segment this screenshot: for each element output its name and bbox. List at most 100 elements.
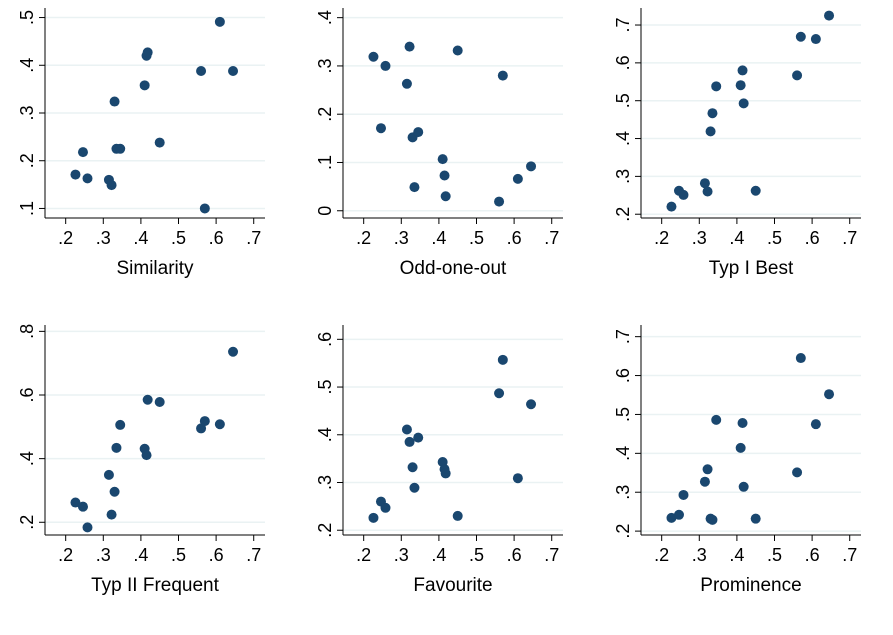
x-axis-label: Favourite	[413, 575, 492, 596]
panel: .2 .3 .4 .5 .6 .7 .2 .3 .4 .5 .6 .7 Prominence	[613, 325, 861, 596]
data-point	[673, 509, 684, 520]
data-point	[824, 389, 835, 400]
y-tick-label: .2	[315, 107, 335, 122]
x-tick-label: .6	[805, 545, 820, 565]
data-point	[82, 522, 93, 533]
data-point	[735, 80, 746, 91]
data-point	[512, 173, 523, 184]
x-tick-label: .6	[507, 228, 522, 248]
data-point	[407, 462, 418, 473]
y-tick-label: .5	[315, 380, 335, 395]
data-point	[738, 98, 749, 109]
y-tick-label: .4	[315, 427, 335, 442]
y-tick-label: .6	[613, 368, 633, 383]
x-tick-label: .2	[654, 545, 669, 565]
data-point	[707, 514, 718, 525]
data-point	[380, 502, 391, 513]
data-point	[380, 60, 391, 71]
data-point	[141, 450, 152, 461]
data-point	[824, 10, 835, 21]
data-point	[142, 394, 153, 405]
x-tick-label: .3	[394, 228, 409, 248]
y-tick-label: .2	[613, 207, 633, 222]
x-tick-label: .7	[842, 228, 857, 248]
x-tick-label: .5	[767, 545, 782, 565]
data-point	[413, 432, 424, 443]
data-point	[526, 161, 537, 172]
data-point	[699, 476, 710, 487]
data-point	[795, 353, 806, 364]
data-point	[404, 436, 415, 447]
y-tick-label: .2	[315, 523, 335, 538]
x-axis-label: Similarity	[116, 258, 194, 279]
data-point	[109, 96, 120, 107]
y-tick-label: .3	[613, 485, 633, 500]
y-tick-label: .2	[613, 524, 633, 539]
data-point	[437, 154, 448, 165]
data-point	[452, 510, 463, 521]
y-tick-label: .3	[17, 105, 37, 120]
x-tick-label: .4	[431, 545, 446, 565]
data-point	[77, 147, 88, 158]
y-tick-label: .4	[613, 446, 633, 461]
data-point	[368, 512, 379, 523]
data-point	[707, 108, 718, 119]
data-point	[678, 189, 689, 200]
x-tick-label: .2	[356, 545, 371, 565]
data-point	[494, 388, 505, 399]
data-point	[111, 442, 122, 453]
data-point	[666, 512, 677, 523]
data-point	[77, 501, 88, 512]
data-point	[409, 482, 420, 493]
data-point	[196, 66, 207, 76]
data-point	[678, 489, 689, 500]
x-tick-label: .4	[133, 545, 148, 565]
y-tick-label: .3	[613, 169, 633, 184]
data-point	[440, 468, 451, 479]
data-point	[413, 127, 424, 138]
data-point	[705, 126, 716, 137]
x-tick-label: .7	[544, 545, 559, 565]
data-point	[228, 66, 239, 76]
data-point	[439, 170, 450, 181]
y-tick-label: .6	[315, 332, 335, 347]
x-tick-label: .3	[394, 545, 409, 565]
x-tick-label: .4	[729, 228, 744, 248]
data-point	[440, 191, 451, 202]
x-tick-label: .7	[842, 545, 857, 565]
x-tick-label: .7	[246, 545, 261, 565]
data-point	[738, 481, 749, 492]
data-point	[526, 399, 537, 410]
y-tick-label: .4	[17, 58, 37, 73]
x-tick-label: .6	[209, 545, 224, 565]
data-point	[404, 41, 415, 52]
data-point	[115, 419, 126, 430]
x-tick-label: .4	[729, 545, 744, 565]
data-point	[792, 70, 803, 81]
y-tick-label: .4	[17, 451, 37, 466]
data-point	[139, 80, 150, 91]
y-tick-label: 0	[315, 206, 335, 216]
data-point	[711, 414, 722, 425]
data-point	[494, 196, 505, 207]
data-point	[702, 464, 713, 475]
y-tick-label: .4	[613, 131, 633, 146]
data-point	[497, 354, 508, 365]
x-tick-label: .2	[58, 228, 73, 248]
data-point	[711, 81, 722, 92]
data-point	[70, 497, 81, 508]
panel: .2 .4 .6 .8 .2 .3 .4 .5 .6 .7 Typ II Frequent	[17, 324, 265, 596]
data-point	[810, 34, 821, 45]
data-point	[228, 346, 239, 357]
x-tick-label: .3	[692, 228, 707, 248]
x-tick-label: .2	[654, 228, 669, 248]
data-point	[792, 467, 803, 478]
y-tick-label: .4	[315, 10, 335, 25]
data-point	[795, 31, 806, 42]
x-tick-label: .4	[133, 228, 148, 248]
panel: 0 .1 .2 .3 .4 .2 .3 .4 .5 .6 .7 Odd-one-out	[315, 8, 563, 279]
data-point	[70, 169, 81, 180]
data-point	[375, 123, 386, 134]
x-tick-label: .7	[246, 228, 261, 248]
